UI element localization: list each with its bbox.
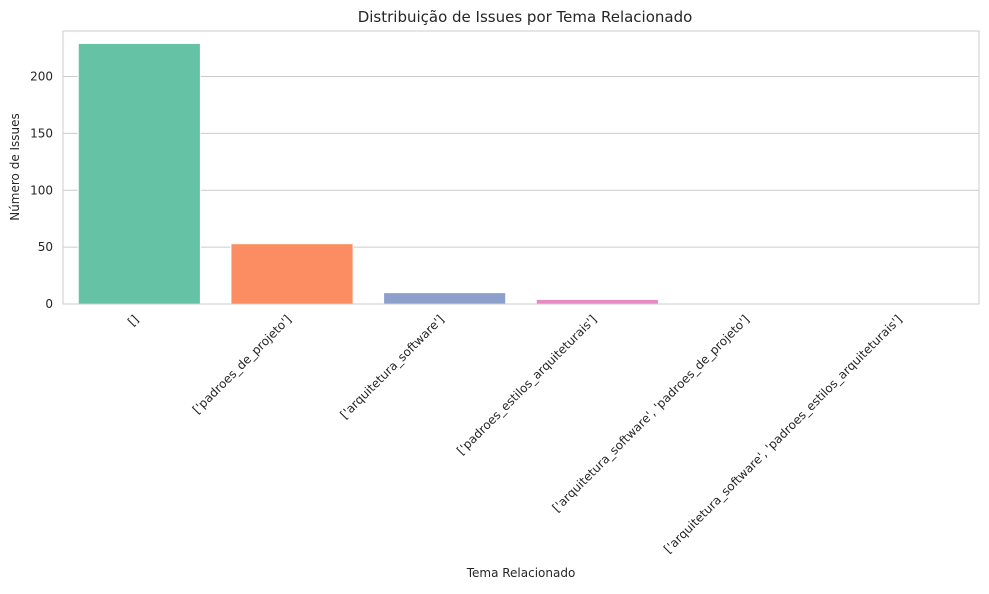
y-tick-label: 50 (38, 240, 53, 254)
bar (230, 243, 354, 305)
y-tick-label: 150 (30, 126, 53, 140)
bar (383, 292, 507, 305)
y-axis-label: Número de Issues (8, 113, 22, 221)
y-tick-label: 100 (30, 183, 53, 197)
x-tick-label: ['padroes_de_projeto'] (190, 312, 294, 416)
bar (535, 298, 659, 305)
x-tick-label: ['padroes_estilos_arquiteturais'] (454, 312, 599, 457)
bar (77, 43, 201, 305)
x-tick-label: [] (125, 312, 142, 329)
y-tick-label: 0 (45, 297, 53, 311)
plot-area-frame (62, 30, 980, 305)
chart-title: Distribuição de Issues por Tema Relacion… (358, 8, 693, 26)
x-tick-label: ['arquitetura_software'] (337, 312, 446, 421)
x-tick-label: ['arquitetura_software', 'padroes_estilo… (661, 312, 905, 556)
y-tick-label: 200 (30, 70, 53, 84)
x-axis-label: Tema Relacionado (466, 566, 576, 580)
